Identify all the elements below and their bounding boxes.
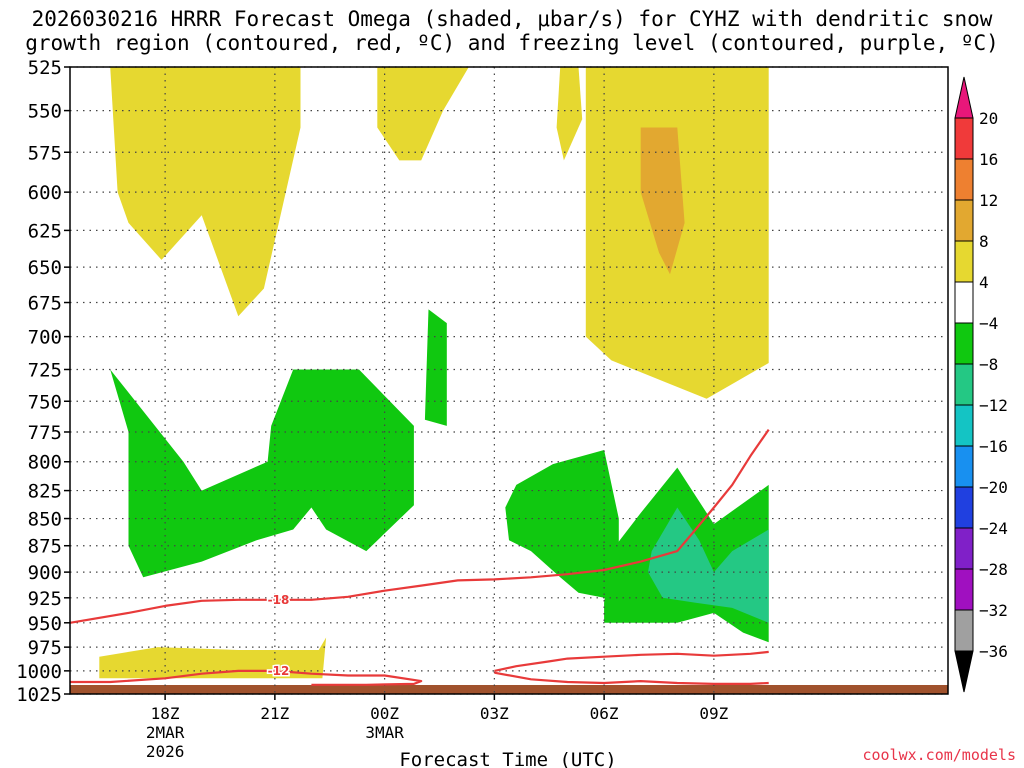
x-tick-label: 18Z [151, 704, 180, 723]
omega-region [424, 309, 447, 426]
omega-region [377, 67, 469, 161]
x-tick-label: 3MAR [365, 723, 404, 742]
y-tick-label: 850 [28, 509, 62, 531]
omega-region [648, 507, 769, 623]
x-tick-label: 00Z [370, 704, 399, 723]
colorbar-segment [954, 445, 974, 488]
y-tick-label: 675 [28, 293, 62, 315]
chart-title-line-2: growth region (contoured, red, ºC) and f… [25, 31, 999, 55]
colorbar-label: −24 [979, 519, 1008, 538]
omega-region [505, 450, 641, 603]
y-tick-label: 700 [28, 327, 62, 349]
y-tick-label: 625 [28, 220, 62, 242]
colorbar-arrow-top [954, 76, 974, 119]
colorbar-segment [954, 527, 974, 570]
colorbar-segment [954, 363, 974, 406]
colorbar-label: −4 [979, 314, 998, 333]
contour-line [69, 428, 770, 624]
y-tick-label: 600 [28, 182, 62, 204]
y-tick-label: 750 [28, 391, 62, 413]
plot-border [69, 66, 949, 695]
y-tick-label: 875 [28, 536, 62, 558]
colorbar-label: −20 [979, 478, 1008, 497]
x-tick-label: 06Z [590, 704, 619, 723]
x-tick-label: 03Z [480, 704, 509, 723]
colorbar-label: −8 [979, 355, 998, 374]
colorbar-label: 4 [979, 273, 989, 292]
omega-region [110, 67, 301, 317]
colorbar-segment [954, 240, 974, 283]
colorbar-label: −12 [979, 396, 1008, 415]
y-tick-label: 1025 [16, 684, 62, 706]
grid-lines [70, 66, 948, 695]
contour-label: -18 [268, 593, 290, 607]
colorbar-label: −16 [979, 437, 1008, 456]
y-tick-label: 900 [28, 562, 62, 584]
colorbar-label: −36 [979, 642, 1008, 661]
omega-region [640, 127, 685, 275]
temperature-contours: -18 -12 [69, 428, 770, 686]
colorbar-label: 12 [979, 191, 998, 210]
colorbar-segment [954, 117, 974, 160]
colorbar-label: 16 [979, 150, 998, 169]
x-tick-label: 21Z [260, 704, 289, 723]
y-tick-label: 650 [28, 257, 62, 279]
y-axis-ticks: 525 550 575 600 625 650 675 700 725 750 775 800 825 8… [16, 57, 70, 706]
y-tick-label: 950 [28, 613, 62, 635]
y-tick-label: 575 [28, 142, 62, 164]
y-tick-label: 825 [28, 481, 62, 503]
y-tick-label: 800 [28, 452, 62, 474]
colorbar-label: −28 [979, 560, 1008, 579]
credit-text: coolwx.com/models [862, 746, 1016, 764]
colorbar-segment [954, 404, 974, 447]
colorbar-segment [954, 322, 974, 365]
contour-line [70, 669, 423, 686]
surface-strip [70, 685, 948, 694]
colorbar-segment [954, 486, 974, 529]
plot-frame [69, 66, 949, 695]
y-tick-label: 975 [28, 637, 62, 659]
y-tick-label: 725 [28, 359, 62, 381]
colorbar-label: 20 [979, 109, 998, 128]
colorbar-segment [954, 199, 974, 242]
chart-title-line-1: 2026030216 HRRR Forecast Omega (shaded, … [31, 7, 993, 31]
colorbar: 20 16 12 8 4 −4 −8 −12 −16 −20 −24 −28 −32 −36 [954, 76, 1008, 693]
x-tick-label: 2026 [146, 742, 185, 761]
colorbar-label: −32 [979, 601, 1008, 620]
colorbar-segment [954, 609, 974, 652]
contour-label: -12 [268, 664, 290, 678]
surface-terrain [70, 685, 948, 694]
y-tick-label: 550 [28, 101, 62, 123]
x-tick-label: 2MAR [146, 723, 185, 742]
colorbar-segment [954, 568, 974, 611]
x-tick-label: 09Z [699, 704, 728, 723]
omega-region [556, 67, 583, 161]
omega-region [110, 369, 414, 578]
x-axis-label: Forecast Time (UTC) [399, 749, 616, 768]
colorbar-segment [954, 281, 974, 324]
y-tick-label: 925 [28, 588, 62, 610]
contour-line [494, 650, 769, 672]
colorbar-segment [954, 158, 974, 201]
y-tick-label: 525 [28, 57, 62, 79]
y-tick-label: 1000 [16, 661, 62, 683]
contour-line [494, 671, 769, 686]
omega-shading [99, 67, 769, 679]
colorbar-label: 8 [979, 232, 989, 251]
colorbar-arrow-bottom [954, 650, 974, 693]
y-tick-label: 775 [28, 422, 62, 444]
